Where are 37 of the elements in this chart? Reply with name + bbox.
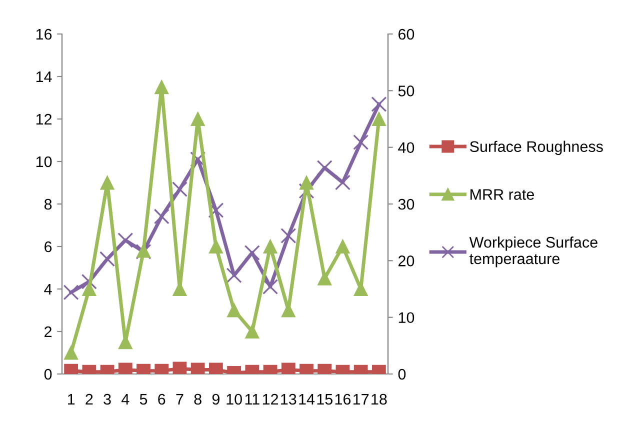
y-tick-label: 0 — [44, 368, 52, 380]
x-tick-label: 15 — [317, 394, 332, 405]
y2-tick-label: 0 — [398, 368, 406, 380]
y2-tick-label: 20 — [398, 256, 414, 266]
x-tick-label: 9 — [212, 394, 220, 405]
y-tick-label: 16 — [36, 28, 52, 40]
x-tick-label: 12 — [262, 394, 278, 405]
x-tick-label: 1 — [68, 394, 75, 405]
x-tick-label: 7 — [176, 394, 184, 405]
legend-label: Surface Roughness — [470, 140, 603, 156]
x-tick-label: 16 — [335, 394, 351, 405]
x-tick-label: 17 — [354, 394, 369, 405]
y-tick-label: 8 — [44, 198, 52, 210]
legend-label: Workpiece Surface temperaature — [469, 236, 598, 268]
x-tick-label: 13 — [281, 394, 296, 405]
y2-tick-label: 10 — [398, 312, 414, 324]
y2-tick-label: 50 — [398, 86, 414, 96]
y2-tick-label: 40 — [398, 142, 414, 154]
legend-label: MRR rate — [470, 189, 534, 200]
x-tick-label: 4 — [121, 394, 130, 405]
y2-tick-label: 60 — [398, 28, 414, 40]
y-tick-label: 6 — [44, 241, 52, 252]
x-tick-label: 14 — [299, 394, 315, 405]
y-tick-label: 10 — [36, 156, 52, 168]
y-tick-label: 2 — [44, 326, 52, 338]
y-tick-label: 4 — [44, 284, 52, 295]
y-tick-label: 12 — [36, 114, 52, 125]
x-tick-label: 10 — [226, 394, 242, 405]
x-tick-label: 8 — [194, 394, 202, 405]
x-tick-label: 11 — [245, 394, 260, 405]
x-tick-label: 18 — [372, 394, 387, 405]
x-tick-label: 3 — [104, 394, 111, 405]
x-tick-label: 2 — [86, 394, 93, 405]
x-tick-label: 6 — [158, 394, 166, 405]
y-tick-label: 14 — [36, 72, 52, 82]
x-tick-label: 5 — [140, 394, 148, 405]
y2-tick-label: 30 — [398, 198, 414, 210]
